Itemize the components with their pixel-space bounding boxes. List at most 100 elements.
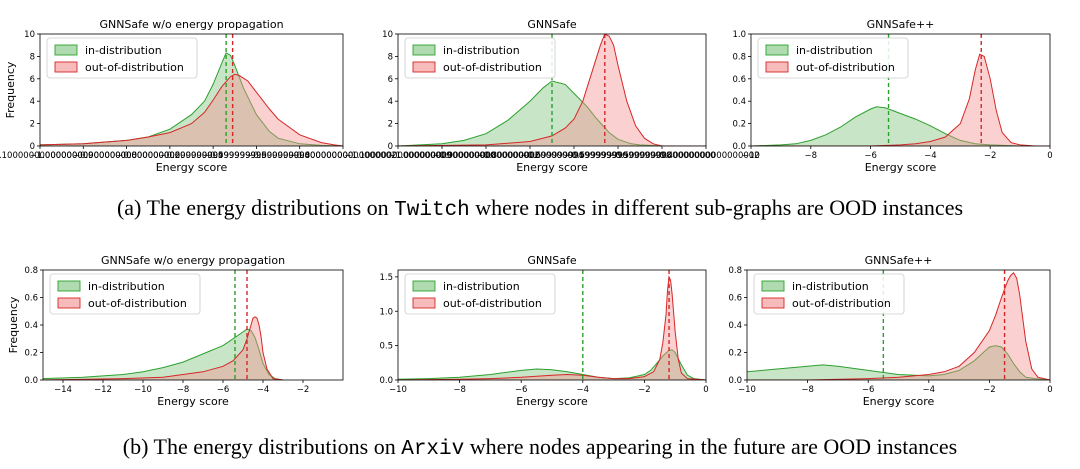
y-tick-label: 2 (388, 120, 393, 130)
y-tick-label: 0.4 (732, 97, 746, 107)
y-tick-label: 0.0 (379, 376, 393, 386)
y-tick-label: 4 (388, 97, 393, 107)
legend-swatch-out-of-distribution (57, 297, 81, 309)
x-tick-label: 0 (703, 385, 708, 395)
y-tick-label: 10 (24, 30, 35, 40)
area-out-of-distribution (40, 74, 343, 146)
area-in-distribution (40, 53, 343, 146)
x-axis-label: Energy score (516, 395, 588, 408)
legend-label-out-of-distribution: out-of-distribution (796, 61, 895, 74)
x-tick-label: −4 (923, 385, 936, 395)
chart-title: GNNSafe++ (867, 18, 935, 31)
area-in-distribution (747, 345, 1050, 380)
y-tick-label: 0.6 (732, 75, 746, 85)
x-tick-label: −10 (738, 385, 756, 395)
caption-a-dataset: Twitch (394, 199, 470, 222)
x-axis-label: Energy score (157, 395, 229, 408)
plot-frame (397, 33, 707, 147)
area-out-of-distribution (751, 54, 1050, 146)
chart-title: GNNSafe w/o energy propagation (99, 18, 283, 31)
x-tick-label: 0 (1047, 151, 1052, 161)
curve-out-of-distribution (398, 275, 706, 380)
y-tick-label: 8 (388, 52, 393, 62)
x-tick-label: −0.50000000000000000 (246, 151, 353, 161)
caption-b-tail: where nodes appearing in the future are … (469, 434, 958, 459)
curve-in-distribution (747, 345, 1050, 380)
caption-twitch: (a) The energy distributions on Twitch w… (0, 195, 1080, 222)
x-tick-label: −0.40000000000000002 (652, 151, 759, 161)
x-tick-label: −1.00000000000000000 (30, 151, 137, 161)
chart-title: GNNSafe w/o energy propagation (101, 254, 285, 267)
x-tick-label: −0.59999999999999998 (564, 151, 671, 161)
y-tick-label: 0.2 (24, 349, 38, 359)
legend-label-in-distribution: in-distribution (792, 280, 869, 293)
x-tick-label: −2 (638, 385, 651, 395)
chart-a3: −10 −8 −6 −4 −2 0 0.0 0.2 0.4 0.6 0.8 1.0 GNNSafe++ E… (732, 18, 1052, 174)
x-tick-label: −6 (862, 385, 875, 395)
x-tick-label: −6 (217, 385, 230, 395)
y-tick-label: 4 (30, 97, 35, 107)
legend-label-in-distribution: in-distribution (85, 44, 162, 57)
curve-in-distribution (398, 80, 706, 146)
area-out-of-distribution (398, 276, 706, 380)
y-tick-label: 0.8 (24, 266, 38, 276)
y-tick-label: 0.0 (728, 376, 742, 386)
legend-swatch-in-distribution (57, 280, 81, 292)
x-tick-label: −8 (805, 151, 818, 161)
y-tick-label: 1.0 (379, 307, 393, 317)
y-tick-label: 6 (388, 75, 393, 85)
y-tick-label: 1.0 (732, 30, 746, 40)
x-tick-label: −14 (54, 385, 72, 395)
legend-box (753, 273, 905, 315)
x-tick-label: −4 (924, 151, 937, 161)
legend-swatch-in-distribution (412, 44, 436, 56)
x-tick-label: −0.80000000000000004 (116, 151, 223, 161)
caption-b-dataset: Arxiv (401, 438, 465, 461)
x-tick-label: −0.40000000000000002 (289, 151, 396, 161)
x-tick-label: −1.10000000000000009 (344, 151, 451, 161)
y-tick-label: 0 (30, 142, 35, 152)
legend-label-out-of-distribution: out-of-distribution (443, 61, 542, 74)
x-tick-label: −10 (742, 151, 760, 161)
x-tick-label: −0.90000000000000002 (432, 151, 539, 161)
x-tick-label: −10 (389, 385, 407, 395)
y-axis-label: Frequency (7, 296, 20, 353)
y-tick-label: 0.6 (728, 294, 742, 304)
legend-box (49, 273, 201, 315)
legend-box (404, 37, 556, 79)
x-tick-label: −6 (515, 385, 528, 395)
legend-swatch-out-of-distribution (412, 297, 436, 309)
x-tick-label: −1.10000000000000009 (0, 151, 94, 161)
y-tick-label: 10 (382, 30, 393, 40)
y-tick-label: 0.4 (728, 321, 742, 331)
legend-label-in-distribution: in-distribution (88, 280, 165, 293)
y-tick-label: 0.2 (732, 120, 746, 130)
x-axis-label: Energy score (865, 161, 937, 174)
legend-label-in-distribution: in-distribution (796, 44, 873, 57)
curve-out-of-distribution (43, 316, 284, 380)
legend-label-in-distribution: in-distribution (443, 280, 520, 293)
legend-label-in-distribution: in-distribution (443, 44, 520, 57)
legend-swatch-out-of-distribution (412, 61, 436, 73)
chart-title: GNNSafe (527, 18, 577, 31)
legend-label-out-of-distribution: out-of-distribution (443, 297, 542, 310)
legend-label-out-of-distribution: out-of-distribution (792, 297, 891, 310)
legend-label-out-of-distribution: out-of-distribution (88, 297, 187, 310)
y-axis-label: Frequency (4, 61, 17, 118)
x-tick-label: −10 (134, 385, 152, 395)
x-axis-label: Energy score (156, 161, 228, 174)
y-tick-label: 6 (30, 75, 35, 85)
chart-title: GNNSafe++ (865, 254, 933, 267)
legend-swatch-in-distribution (761, 280, 785, 292)
plot-frame (750, 33, 1051, 147)
y-tick-label: 1.5 (379, 273, 393, 283)
chart-b3: −10 −8 −6 −4 −2 0 0.0 0.2 0.4 0.6 0.8 GNNSafe++ Ener… (728, 254, 1052, 408)
x-tick-label: −2 (984, 151, 997, 161)
legend-swatch-in-distribution (765, 44, 789, 56)
area-out-of-distribution (398, 34, 706, 146)
curve-out-of-distribution (747, 272, 1050, 380)
area-in-distribution (751, 106, 1050, 146)
x-tick-label: −12 (94, 385, 112, 395)
y-tick-label: 0 (388, 142, 393, 152)
y-tick-label: 0.6 (24, 294, 38, 304)
